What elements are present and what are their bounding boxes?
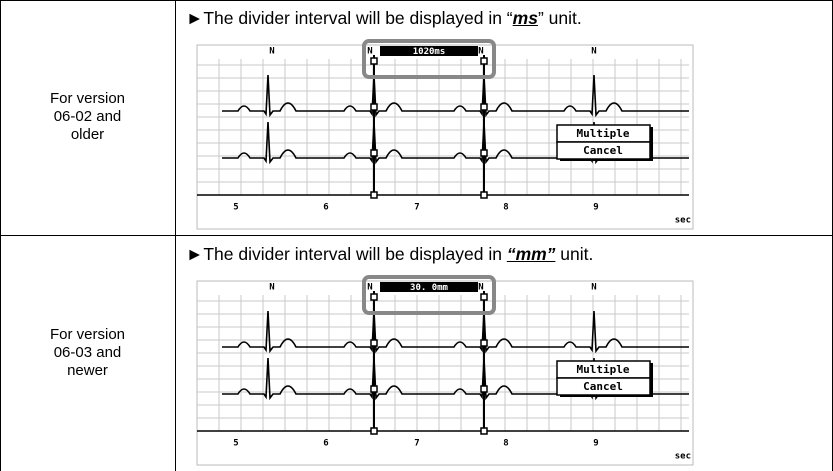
page: For version 06-02 and older ►The divider…	[0, 0, 833, 471]
row-label: For version 06-02 and older	[0, 90, 175, 144]
axis-label: 5	[233, 203, 238, 213]
axis-label: 9	[593, 203, 598, 213]
note-unit: ms	[513, 8, 538, 28]
beat-marker: N	[591, 47, 596, 57]
axis-label: 9	[593, 439, 598, 449]
axis-label: 7	[414, 439, 419, 449]
axis-label: 5	[233, 439, 238, 449]
column-divider	[175, 0, 176, 471]
note: ►The divider interval will be displayed …	[186, 244, 593, 265]
beat-marker: N	[478, 283, 483, 293]
divider-handle	[371, 58, 377, 64]
divider-handle	[371, 150, 377, 156]
divider-handle	[371, 104, 377, 110]
label-line: newer	[0, 362, 175, 380]
button-label: Cancel	[583, 380, 623, 393]
note-text: ►The divider interval will be displayed …	[186, 8, 513, 28]
divider-handle	[481, 58, 487, 64]
note-unit: “mm”	[507, 244, 556, 264]
beat-marker: N	[367, 283, 372, 293]
beat-marker: N	[269, 47, 274, 57]
interval-text: 30. 0mm	[410, 283, 449, 293]
axis-unit: sec	[675, 216, 691, 226]
axis-label: 6	[323, 439, 328, 449]
button-label: Multiple	[577, 127, 630, 140]
divider-handle	[481, 428, 487, 434]
divider-handle	[371, 192, 377, 198]
interval-text: 1020ms	[413, 47, 446, 57]
axis-unit: sec	[675, 452, 691, 462]
axis-label: 8	[503, 439, 508, 449]
axis-label: 7	[414, 203, 419, 213]
screen-group: 1020ms N N N N Multiple Cancel 5 6 7 8 9 sec	[197, 41, 693, 229]
screen-group: 30. 0mm N N N N Multiple Cancel 5 6 7 8 9 sec	[197, 277, 693, 465]
label-line: older	[0, 126, 175, 144]
note: ►The divider interval will be displayed …	[186, 8, 582, 29]
note-text: ►The divider interval will be displayed …	[186, 244, 507, 264]
beat-marker: N	[269, 283, 274, 293]
divider-handle	[371, 386, 377, 392]
beat-marker: N	[591, 283, 596, 293]
row-divider	[0, 235, 833, 236]
ecg-screen: 1020ms N N N N Multiple Cancel 5 6 7 8 9 sec	[190, 37, 695, 232]
axis-label: 8	[503, 203, 508, 213]
divider-handle	[481, 104, 487, 110]
label-line: 06-02 and	[0, 108, 175, 126]
table-border	[0, 0, 1, 471]
table-border	[0, 0, 833, 1]
ecg-screen: 30. 0mm N N N N Multiple Cancel 5 6 7 8 9 sec	[190, 273, 695, 468]
divider-handle	[481, 340, 487, 346]
label-line: For version	[0, 90, 175, 108]
row-label: For version 06-03 and newer	[0, 326, 175, 380]
axis-label: 6	[323, 203, 328, 213]
divider-handle	[371, 428, 377, 434]
note-text: ” unit.	[538, 8, 582, 28]
divider-handle	[371, 340, 377, 346]
beat-marker: N	[478, 47, 483, 57]
divider-handle	[481, 192, 487, 198]
label-line: For version	[0, 326, 175, 344]
divider-handle	[481, 294, 487, 300]
note-text: unit.	[555, 244, 593, 264]
divider-handle	[371, 294, 377, 300]
label-line: 06-03 and	[0, 344, 175, 362]
beat-marker: N	[367, 47, 372, 57]
button-label: Multiple	[577, 363, 630, 376]
divider-handle	[481, 150, 487, 156]
button-label: Cancel	[583, 144, 623, 157]
divider-handle	[481, 386, 487, 392]
